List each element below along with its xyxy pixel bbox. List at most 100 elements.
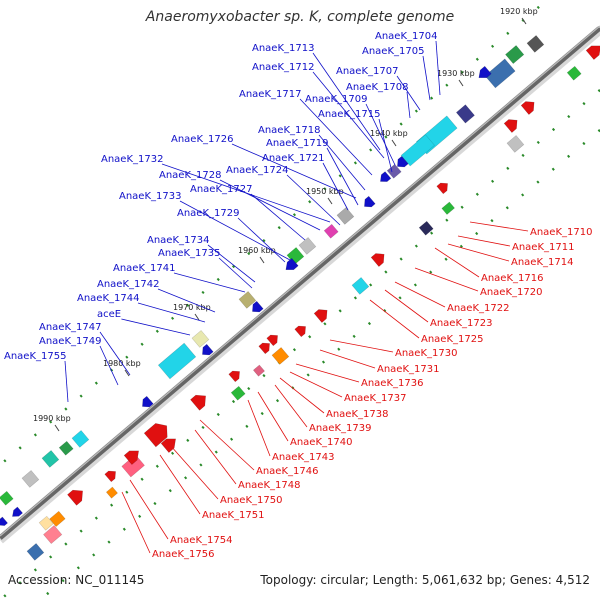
minus-gene-block [43,525,63,544]
plus-gene-arrow [0,516,8,526]
plus-gene-label[interactable]: AnaeK_1715 [318,109,380,120]
tick-label: 1990 kbp [33,414,71,423]
plus-gene-label[interactable]: AnaeK_1719 [266,138,328,149]
plus-gene-block [157,342,197,380]
minus-gene-arrow [190,394,206,411]
minus-leader-line [129,479,169,540]
plus-gene-arrow [380,171,392,182]
plus-gene-label[interactable]: AnaeK_1704 [375,31,437,42]
plus-gene-label[interactable]: AnaeK_1734 [147,235,209,246]
minus-gene-label[interactable]: AnaeK_1725 [421,334,483,345]
plus-leader-line [207,244,256,283]
plus-gene-label[interactable]: AnaeK_1712 [252,62,314,73]
plus-gene-block [191,330,210,348]
plus-gene-label[interactable]: AnaeK_1707 [336,66,398,77]
plus-gene-label[interactable]: AnaeK_1749 [39,336,101,347]
minus-gene-arrow [67,489,83,506]
minus-gene-label[interactable]: AnaeK_1751 [202,510,264,521]
minus-gene-label[interactable]: AnaeK_1722 [447,303,509,314]
plus-gene-block [323,223,339,239]
minus-gene-label[interactable]: AnaeK_1739 [309,423,371,434]
plus-leader-line [219,179,321,231]
minus-gene-label[interactable]: AnaeK_1737 [344,393,406,404]
plus-gene-block [41,450,60,468]
minus-gene-block [566,65,582,81]
minus-gene-arrow [228,370,240,383]
minus-gene-label[interactable]: AnaeK_1756 [152,549,214,560]
tick-label: 1950 kbp [306,187,344,196]
plus-gene-label[interactable]: AnaeK_1727 [190,184,252,195]
plus-gene-label[interactable]: AnaeK_1708 [346,82,408,93]
tick-label: 1930 kbp [437,69,475,78]
plus-leader-line [396,75,421,111]
plus-gene-label[interactable]: AnaeK_1741 [113,263,175,274]
minus-gene-label[interactable]: AnaeK_1736 [361,378,423,389]
plus-gene-label[interactable]: AnaeK_1724 [226,165,288,176]
plus-gene-label[interactable]: AnaeK_1729 [177,208,239,219]
plus-leader-line [406,91,411,119]
minus-gene-label[interactable]: AnaeK_1730 [395,348,457,359]
plus-gene-arrow [478,65,492,79]
minus-leader-line [319,349,376,369]
minus-gene-label[interactable]: AnaeK_1731 [377,364,439,375]
minus-leader-line [447,243,510,262]
plus-gene-label[interactable]: AnaeK_1718 [258,125,320,136]
plus-gene-label[interactable]: AnaeK_1705 [362,46,424,57]
minus-gene-arrow [123,450,139,465]
tick-mark [54,424,60,432]
minus-leader-line [329,339,394,353]
plus-gene-label[interactable]: AnaeK_1713 [252,43,314,54]
minus-gene-label[interactable]: AnaeK_1714 [511,257,573,268]
minus-leader-line [159,454,201,515]
minus-gene-label[interactable]: AnaeK_1750 [220,495,282,506]
tick-label: 1920 kbp [500,7,538,16]
plus-gene-label[interactable]: AnaeK_1733 [119,191,181,202]
plus-gene-label[interactable]: AnaeK_1717 [239,89,301,100]
plus-gene-label[interactable]: AnaeK_1747 [39,322,101,333]
plus-gene-label[interactable]: aceE [97,309,121,320]
tick-mark [458,79,464,87]
plus-gene-block [455,104,475,124]
plus-gene-label[interactable]: AnaeK_1735 [158,248,220,259]
minus-gene-label[interactable]: AnaeK_1743 [272,452,334,463]
minus-gene-arrow [104,470,116,483]
tick-mark [194,313,200,321]
plus-leader-line [173,272,246,293]
plus-gene-label[interactable]: AnaeK_1732 [101,154,163,165]
minus-leader-line [274,384,308,428]
minus-gene-block [506,135,525,153]
plus-gene-label[interactable]: AnaeK_1728 [159,170,221,181]
plus-gene-label[interactable]: AnaeK_1709 [305,94,367,105]
plus-gene-label[interactable]: AnaeK_1742 [97,279,159,290]
minus-gene-arrow [160,438,176,453]
minus-gene-label[interactable]: AnaeK_1738 [326,409,388,420]
minus-gene-label[interactable]: AnaeK_1748 [238,480,300,491]
plus-leader-line [121,318,191,336]
plus-gene-label[interactable]: AnaeK_1726 [171,134,233,145]
plus-leader-line [137,302,206,323]
plus-gene-block [336,207,355,225]
minus-gene-label[interactable]: AnaeK_1746 [256,466,318,477]
minus-gene-arrow [143,423,168,448]
minus-leader-line [257,391,289,442]
minus-gene-label[interactable]: AnaeK_1740 [290,437,352,448]
plus-gene-block [58,440,74,456]
minus-leader-line [199,419,255,471]
minus-gene-label[interactable]: AnaeK_1716 [481,273,543,284]
plus-gene-arrow [142,395,154,408]
plus-gene-label[interactable]: AnaeK_1744 [77,293,139,304]
minus-gene-label[interactable]: AnaeK_1723 [430,318,492,329]
minus-leader-line [247,399,271,457]
minus-gene-label[interactable]: AnaeK_1720 [480,287,542,298]
minus-gene-arrow [294,325,306,338]
minus-gene-label[interactable]: AnaeK_1710 [530,227,592,238]
plus-gene-arrow [364,195,376,208]
minus-gene-label[interactable]: AnaeK_1711 [512,242,574,253]
minus-gene-block [271,347,290,365]
minus-gene-label[interactable]: AnaeK_1754 [170,535,232,546]
tick-mark [521,17,527,25]
inner-ring-2 [39,129,600,600]
plus-gene-label[interactable]: AnaeK_1721 [262,153,324,164]
tick-mark [327,197,333,205]
plus-gene-label[interactable]: AnaeK_1755 [4,351,66,362]
